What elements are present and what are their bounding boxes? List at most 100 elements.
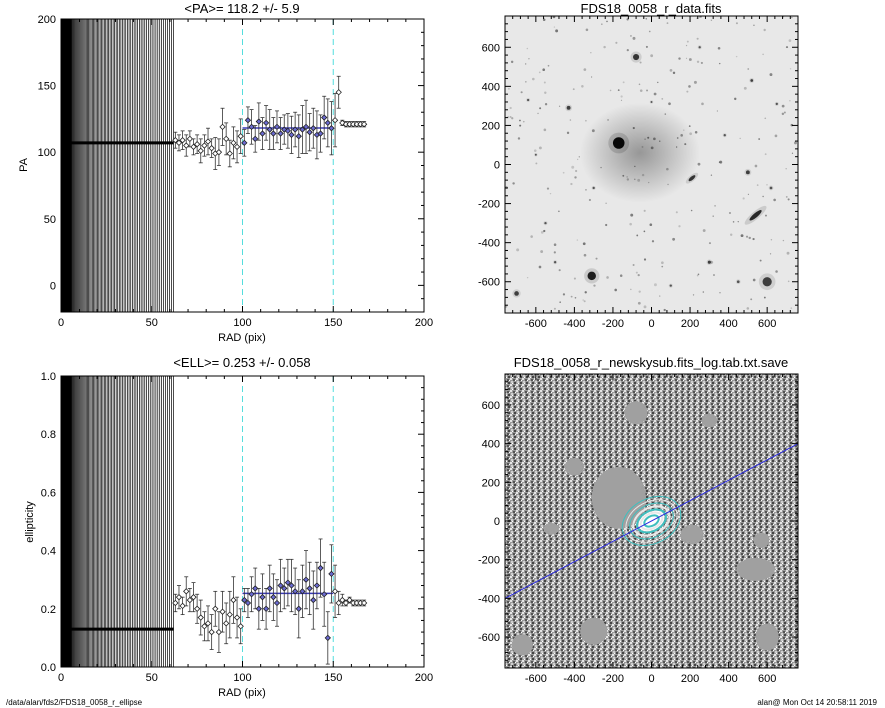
img1-speckle <box>603 45 606 49</box>
img2-mask-region <box>753 532 770 549</box>
ell-data-point <box>219 608 226 615</box>
img1-speckle <box>786 251 790 255</box>
img1-speckle <box>546 187 550 190</box>
ell-data-point <box>266 585 273 592</box>
pa-data-point <box>244 117 252 124</box>
pa-data-point <box>302 123 310 131</box>
img1-x-tick-label: 600 <box>758 318 776 330</box>
img1-speckle <box>566 131 570 135</box>
img1-speckle <box>651 240 655 243</box>
ell-data-point <box>226 611 233 618</box>
img1-speckle <box>606 276 609 279</box>
img2-axes: -600 -400 -200 0 200 400 600 -600 -400 -200 0 200 40… <box>478 373 799 685</box>
pa-data-point <box>172 137 179 144</box>
img1-speckle <box>622 81 625 84</box>
img2-y-tick-label: 200 <box>482 477 500 489</box>
img1-speckle <box>774 134 778 138</box>
img2-x-tick-label: -400 <box>563 673 585 685</box>
img1-speckle <box>552 16 556 19</box>
img1-speckle <box>692 294 695 296</box>
img1-speckle <box>754 164 758 168</box>
pa-data-point <box>226 150 233 157</box>
pa-data-point <box>360 121 368 128</box>
pa-data-point <box>331 117 339 124</box>
ell-panel: <ELL>= 0.253 +/- 0.058 0 50 100 150 200 0.0 0.… <box>24 355 433 699</box>
ell-data-point <box>306 585 313 592</box>
img1-speckle <box>605 202 607 204</box>
img1-speckle <box>764 153 767 156</box>
ell-data-point <box>259 593 266 601</box>
img1-speckle <box>532 77 535 81</box>
img1-speckle <box>696 37 699 40</box>
img1-speckle <box>570 295 573 298</box>
pa-data-point <box>190 143 197 151</box>
img1-speckle <box>643 230 646 233</box>
img1-speckle <box>758 138 761 140</box>
img1-speckle <box>714 204 716 207</box>
img1-speckle <box>672 237 676 241</box>
img1-speckle <box>747 68 750 70</box>
img1-speckle <box>686 40 689 43</box>
ell-data-point <box>241 596 248 604</box>
img1-source <box>632 53 640 61</box>
img1-speckle <box>678 57 681 60</box>
ell-data-point <box>317 564 324 572</box>
pa-data-point <box>291 126 299 133</box>
img1-speckle <box>520 91 523 94</box>
ell-data-point <box>252 585 259 592</box>
img1-speckle <box>543 229 546 233</box>
pa-data-point <box>248 123 255 131</box>
img1-speckle <box>783 111 786 114</box>
img1-speckle <box>645 18 648 20</box>
img1-speckle <box>791 152 794 154</box>
img1-speckle <box>678 225 681 228</box>
img2-mask-region <box>580 617 608 645</box>
img1-speckle <box>775 270 778 273</box>
img1-speckle <box>693 80 697 84</box>
img1-speckle <box>718 161 721 163</box>
footer-timestamp: alan@ Mon Oct 14 20:58:11 2019 <box>757 698 877 707</box>
ell-data-point <box>204 620 212 627</box>
img1-speckle <box>747 193 750 196</box>
pa-data-point <box>266 126 273 133</box>
ell-inner-core <box>61 376 72 667</box>
img1-speckle <box>601 23 603 25</box>
img1-source <box>612 137 625 149</box>
ell-data-point <box>284 579 292 586</box>
ell-x-label: RAD (pix) <box>218 687 266 699</box>
img1-speckle <box>542 68 546 72</box>
img1-speckle <box>766 184 768 186</box>
img1-galaxy-halo <box>579 102 700 203</box>
img1-speckle <box>590 52 592 54</box>
pa-plot-area <box>61 19 368 312</box>
ell-data-point <box>190 593 197 601</box>
img1-speckle <box>719 292 721 294</box>
pa-data-point <box>186 135 194 143</box>
img1-speckle <box>510 116 512 118</box>
img1-speckle <box>539 107 542 110</box>
pa-y-tick-label: 50 <box>44 214 56 226</box>
img2-mask-region <box>755 623 779 651</box>
img1-speckle <box>635 271 638 274</box>
img1-speckle <box>763 28 766 32</box>
img1-speckle <box>717 46 721 50</box>
img1-source <box>775 102 778 106</box>
img2-x-tick-label: 400 <box>719 673 737 685</box>
img2-y-tick-label: -200 <box>478 555 500 567</box>
pa-data-point <box>321 114 328 121</box>
img1-source <box>707 260 711 264</box>
pa-data-point <box>277 130 284 137</box>
img1-y-tick-label: -400 <box>478 238 500 250</box>
ell-y-tick-label: 0.8 <box>41 429 56 441</box>
ell-x-tick-label: 50 <box>146 672 158 684</box>
img1-speckle <box>735 55 738 58</box>
ell-data-point <box>183 588 190 595</box>
img1-speckle <box>553 243 557 246</box>
pa-data-point <box>193 141 201 148</box>
img1-speckle <box>648 30 651 33</box>
img1-speckle <box>553 307 556 310</box>
img1-speckle <box>675 211 678 214</box>
img1-speckle <box>762 53 764 56</box>
img1-speckle <box>668 102 671 106</box>
ell-data-point <box>331 588 339 595</box>
